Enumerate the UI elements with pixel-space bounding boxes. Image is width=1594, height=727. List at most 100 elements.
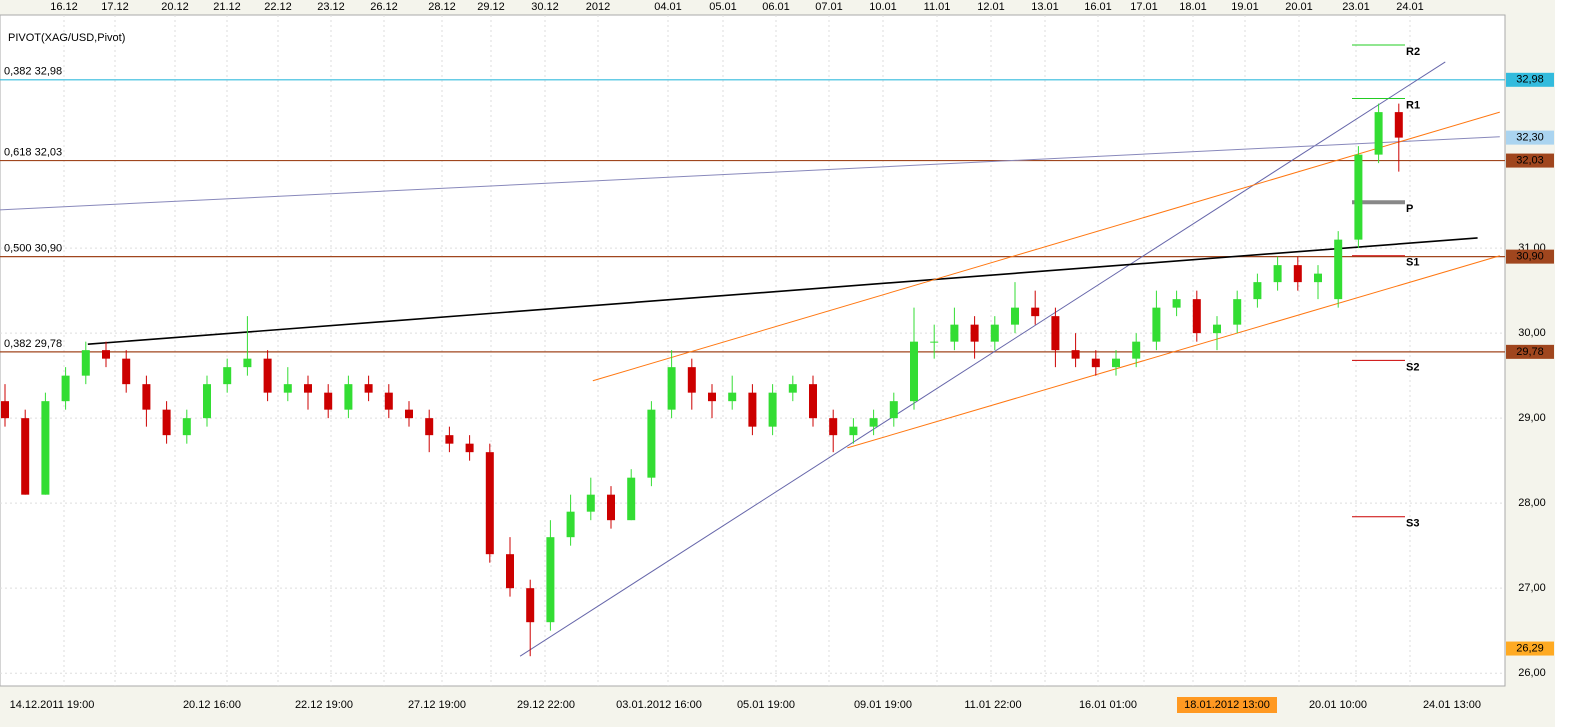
candle-body xyxy=(1192,299,1201,334)
candle-body xyxy=(1354,154,1363,240)
bottom-time-label: 22.12 19:00 xyxy=(295,699,353,711)
y-tick-label: 30,00 xyxy=(1518,327,1546,339)
bottom-time-label: 16.01 01:00 xyxy=(1079,699,1137,711)
top-date-label: 20.12 xyxy=(161,1,189,13)
candle-body xyxy=(586,494,595,512)
bottom-time-label: 11.01 22:00 xyxy=(964,699,1021,711)
candle-body xyxy=(1374,112,1383,155)
top-date-label: 2012 xyxy=(586,1,610,13)
top-date-label: 16.01 xyxy=(1084,1,1112,13)
level-axis-label: 29,78 xyxy=(1516,346,1544,358)
candle-body xyxy=(182,418,191,436)
top-date-label: 10.01 xyxy=(869,1,897,13)
y-tick-label: 28,00 xyxy=(1518,497,1546,509)
top-date-label: 17.12 xyxy=(101,1,129,13)
candle-body xyxy=(506,554,514,589)
bottom-time-label: 14.12.2011 19:00 xyxy=(10,699,95,711)
candle-body xyxy=(203,384,211,419)
bottom-time-label: 20.12 16:00 xyxy=(183,699,241,711)
candle-body xyxy=(647,409,656,478)
candle-body xyxy=(1152,307,1161,342)
level-label: 0,382 29,78 xyxy=(4,338,62,350)
candle-body xyxy=(1334,239,1343,300)
candle-body xyxy=(1213,324,1221,334)
candle-body xyxy=(1071,350,1080,359)
overlays xyxy=(0,44,1505,657)
candle-body xyxy=(81,350,90,376)
level-axis-label: 32,98 xyxy=(1516,74,1544,86)
candle-body xyxy=(1,401,9,419)
candle-body xyxy=(344,384,353,410)
candle-body xyxy=(1091,358,1100,368)
level-axis-box xyxy=(1506,153,1554,168)
candle-body xyxy=(627,477,636,521)
top-axis xyxy=(0,0,1505,15)
pivot-label: S3 xyxy=(1406,518,1419,530)
candle-body xyxy=(1394,112,1403,138)
grid xyxy=(0,15,1505,686)
candle-body xyxy=(1293,265,1302,283)
top-date-label: 07.01 xyxy=(815,1,843,13)
candle-body xyxy=(667,367,676,410)
pivot-label: R1 xyxy=(1406,99,1420,111)
top-date-label: 29.12 xyxy=(477,1,505,13)
top-date-label: 30.12 xyxy=(531,1,559,13)
candle-body xyxy=(21,418,30,495)
bottom-time-label: 27.12 19:00 xyxy=(408,699,466,711)
level-axis-box xyxy=(1506,344,1554,359)
candle-body xyxy=(485,452,494,555)
candle-body xyxy=(1233,299,1242,325)
candle-body xyxy=(970,324,979,342)
top-date-label: 16.12 xyxy=(50,1,78,13)
level-axis-box xyxy=(1506,72,1554,87)
highlight-box xyxy=(1177,697,1277,713)
bottom-time-label: 09.01 19:00 xyxy=(854,699,912,711)
top-date-label: 06.01 xyxy=(762,1,790,13)
candle-body xyxy=(1051,316,1060,351)
candle-body xyxy=(304,384,312,393)
pivot-label: R2 xyxy=(1406,46,1420,58)
candle-body xyxy=(283,384,292,393)
top-date-label: 18.01 xyxy=(1179,1,1207,13)
level-label: 0,500 30,90 xyxy=(4,243,62,255)
candle-body xyxy=(607,494,615,521)
price-box xyxy=(1506,641,1554,656)
candle-body xyxy=(1172,299,1181,308)
labels: 16.12 17.12 20.12 21.12 22.12 23.12 26.12 28.12… xyxy=(4,1,1554,713)
candle-body xyxy=(364,384,373,393)
candle-body xyxy=(1273,265,1282,283)
candle-body xyxy=(768,392,777,427)
trend-line xyxy=(847,255,1500,449)
top-date-label: 23.12 xyxy=(317,1,345,13)
bottom-time-label: 18.01.2012 13:00 xyxy=(1184,699,1270,711)
bottom-time-label: 05.01 19:00 xyxy=(737,699,795,711)
candle-body xyxy=(465,443,474,453)
candle-body xyxy=(950,324,959,342)
trend-line xyxy=(592,111,1500,382)
candle-body xyxy=(910,341,918,402)
y-tick-label: 29,00 xyxy=(1518,412,1546,424)
top-date-label: 04.01 xyxy=(654,1,682,13)
candle-body xyxy=(869,418,878,427)
candle-body xyxy=(1112,358,1120,368)
candle-body xyxy=(809,384,817,419)
top-date-label: 17.01 xyxy=(1130,1,1158,13)
candle-body xyxy=(788,384,797,393)
candle-body xyxy=(223,367,232,385)
top-date-label: 12.01 xyxy=(977,1,1005,13)
candle-body xyxy=(384,392,393,410)
bottom-time-label: 03.01.2012 16:00 xyxy=(616,699,702,711)
top-date-label: 22.12 xyxy=(264,1,292,13)
candle-body xyxy=(1314,273,1322,283)
candle-body xyxy=(324,392,333,410)
top-date-label: 19.01 xyxy=(1231,1,1259,13)
candle-body xyxy=(142,384,151,410)
candle-body xyxy=(829,418,838,436)
trend-line xyxy=(87,237,1478,345)
level-label: 0,618 32,03 xyxy=(4,146,62,158)
candle-body xyxy=(1031,307,1040,317)
candle-body xyxy=(425,418,434,436)
level-label: 0,382 32,98 xyxy=(4,66,62,78)
